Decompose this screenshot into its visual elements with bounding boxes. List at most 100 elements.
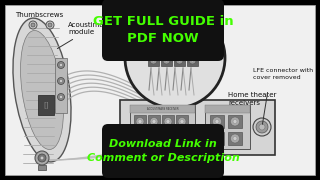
Circle shape [31,23,35,27]
Bar [0,0,5,180]
Circle shape [35,151,49,165]
Ellipse shape [20,31,63,149]
Bar [187,55,198,66]
Circle shape [152,120,156,123]
Circle shape [166,136,170,141]
Circle shape [178,134,186,143]
Circle shape [256,121,268,133]
Circle shape [189,44,196,51]
Bar [38,95,54,115]
Circle shape [166,120,170,123]
Circle shape [233,120,237,123]
Bar [228,115,242,128]
Bar [162,115,174,128]
Bar [176,132,188,145]
Circle shape [123,157,133,167]
Circle shape [136,134,144,143]
Bar [205,105,250,113]
Bar [174,42,185,53]
Circle shape [60,64,62,66]
Circle shape [152,136,156,141]
Circle shape [152,59,155,62]
Circle shape [230,117,239,126]
Bar [148,55,159,66]
Text: GET FULL GUIDE in
PDF NOW: GET FULL GUIDE in PDF NOW [93,15,233,45]
Circle shape [253,118,271,136]
Circle shape [38,154,46,162]
Text: ACOUSTIMASS RECEIVER: ACOUSTIMASS RECEIVER [147,107,178,111]
Circle shape [180,120,184,123]
Circle shape [150,44,157,51]
Bar [145,32,205,40]
Circle shape [215,120,219,123]
Bar [145,18,205,32]
Text: Acoustimass®
module: Acoustimass® module [68,22,119,35]
Circle shape [150,118,158,125]
Circle shape [138,120,142,123]
Circle shape [164,134,172,143]
Bar [148,132,160,145]
Bar [148,115,160,128]
Circle shape [176,44,183,51]
Circle shape [164,118,172,125]
FancyBboxPatch shape [102,0,224,61]
FancyBboxPatch shape [102,124,224,178]
Circle shape [233,136,237,141]
Circle shape [212,134,221,143]
Bar [162,132,174,145]
Circle shape [178,59,181,62]
Circle shape [150,134,158,143]
Circle shape [165,59,168,62]
Bar [210,132,224,145]
Circle shape [41,156,44,159]
Text: Home theater
receivers: Home theater receivers [228,92,276,106]
Circle shape [178,118,186,125]
Circle shape [48,23,52,27]
Circle shape [180,136,184,141]
Circle shape [150,57,157,64]
Text: []: [] [43,102,49,108]
Circle shape [136,118,144,125]
Bar [134,115,146,128]
Circle shape [29,21,37,29]
Circle shape [163,44,170,51]
Ellipse shape [13,18,71,162]
Text: LFE connector with
cover removed: LFE connector with cover removed [253,68,313,80]
Bar [148,42,159,53]
Bar [176,115,188,128]
Circle shape [189,57,196,64]
Bar [161,42,172,53]
Circle shape [58,62,65,69]
Circle shape [125,159,131,165]
Bar [55,58,67,113]
Circle shape [163,57,170,64]
Text: Thumbscrews: Thumbscrews [15,12,63,18]
Circle shape [259,124,265,130]
Circle shape [60,96,62,98]
Bar [161,55,172,66]
Bar [315,0,320,180]
Bar [210,115,224,128]
Bar [187,42,198,53]
Circle shape [191,59,194,62]
Circle shape [176,57,183,64]
Bar [130,105,195,113]
Circle shape [152,46,155,49]
Circle shape [58,78,65,84]
Circle shape [46,21,54,29]
Bar [205,105,250,149]
Bar [134,132,146,145]
Circle shape [165,46,168,49]
Circle shape [125,8,225,108]
Circle shape [60,80,62,82]
Bar [120,100,275,155]
Circle shape [191,46,194,49]
Circle shape [58,93,65,100]
Circle shape [215,136,219,141]
Bar [38,165,46,170]
Bar [228,132,242,145]
Circle shape [212,117,221,126]
Circle shape [138,136,142,141]
Circle shape [178,46,181,49]
Text: Download Link in
Comment or Description: Download Link in Comment or Description [87,139,239,163]
